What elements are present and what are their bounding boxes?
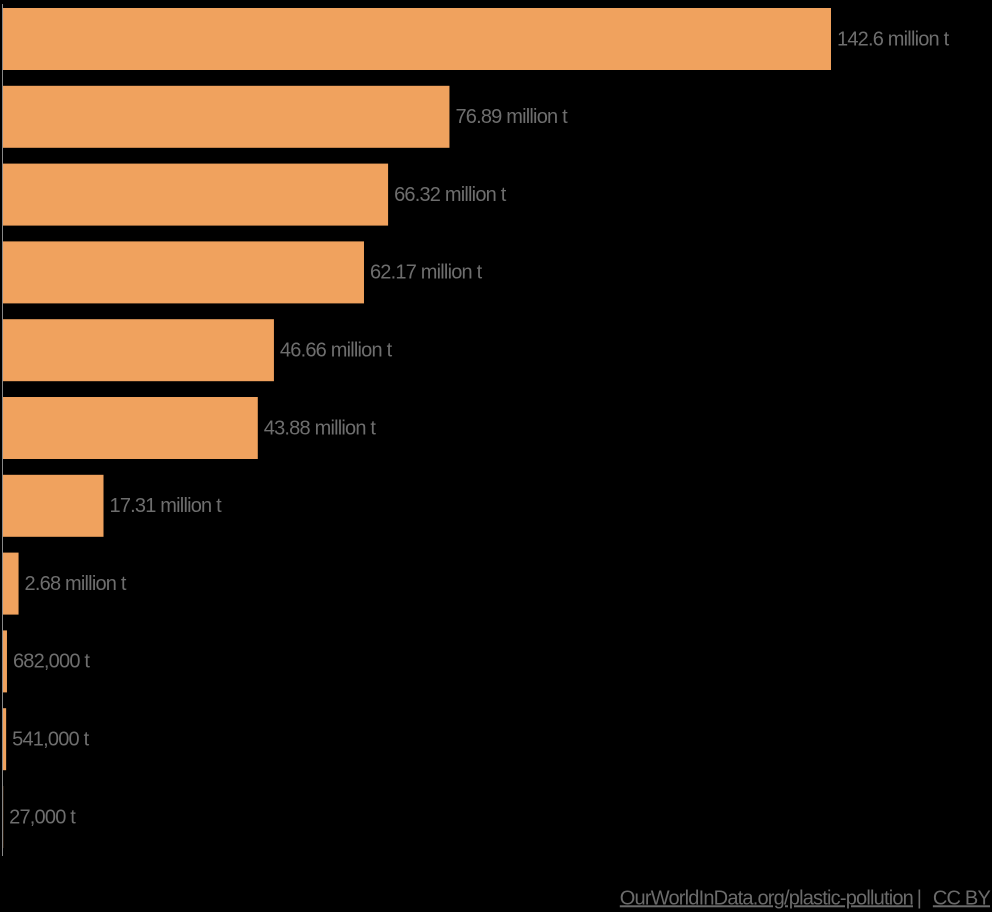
value-label: 27,000 t — [9, 806, 76, 828]
value-label: 46.66 million t — [280, 339, 393, 361]
source-link[interactable]: OurWorldInData.org/plastic-pollution — [620, 887, 914, 909]
value-label: 43.88 million t — [264, 417, 377, 439]
value-label: 2.68 million t — [25, 573, 127, 595]
bar — [3, 397, 258, 459]
bar — [3, 552, 19, 615]
value-label: 682,000 t — [13, 651, 90, 673]
source-note: OurWorldInData.org/plastic-pollution | C… — [620, 887, 991, 909]
bar — [3, 241, 364, 304]
separator: | — [917, 887, 921, 909]
value-label: 76.89 million t — [455, 106, 568, 128]
value-label: 541,000 t — [12, 728, 89, 750]
bar — [3, 8, 831, 70]
bar — [3, 630, 7, 693]
value-label: 142.6 million t — [837, 28, 950, 50]
bar — [3, 474, 104, 537]
license-link[interactable]: CC BY — [933, 887, 991, 909]
bar — [3, 319, 274, 382]
value-label: 66.32 million t — [394, 184, 507, 206]
bar — [3, 163, 389, 226]
bar — [3, 708, 7, 771]
value-label: 17.31 million t — [110, 495, 223, 517]
value-label: 62.17 million t — [370, 262, 483, 284]
bar — [3, 85, 450, 148]
